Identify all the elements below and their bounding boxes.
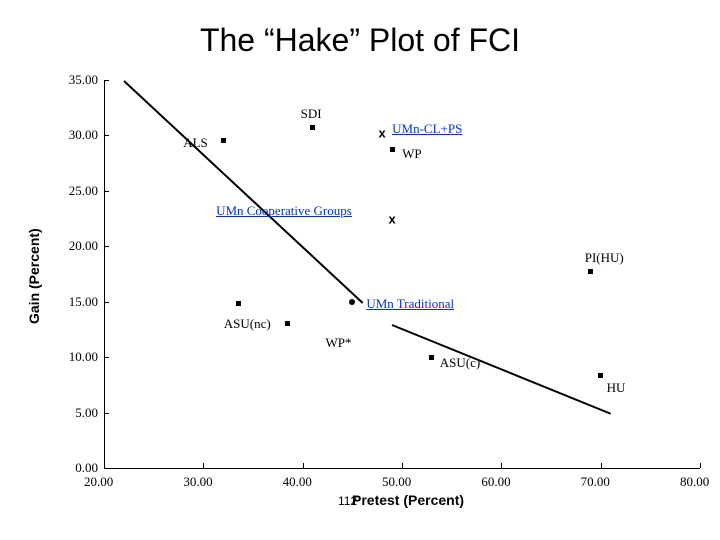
marker-pi-hu bbox=[588, 269, 593, 274]
trend-segment bbox=[123, 80, 363, 303]
x-tick-label: 50.00 bbox=[382, 474, 411, 490]
x-tick-label: 60.00 bbox=[481, 474, 510, 490]
label-umn-clps-x[interactable]: UMn-CL+PS bbox=[392, 121, 462, 137]
chart-title: The “Hake” Plot of FCI bbox=[0, 22, 720, 59]
y-tick-label: 25.00 bbox=[54, 183, 98, 199]
marker-asu-nc bbox=[285, 321, 290, 326]
marker-als bbox=[221, 138, 226, 143]
marker-umn-clps-x: x bbox=[379, 126, 386, 141]
x-tick-label: 20.00 bbox=[84, 474, 113, 490]
y-tick-label: 35.00 bbox=[54, 72, 98, 88]
label-hu: HU bbox=[607, 380, 626, 396]
label-sdi: SDI bbox=[301, 106, 322, 122]
x-axis-line bbox=[104, 468, 700, 469]
marker-asu-c bbox=[429, 355, 434, 360]
x-tick-label: 70.00 bbox=[581, 474, 610, 490]
label-pi-hu: PI(HU) bbox=[585, 250, 624, 266]
x-tick-label: 80.00 bbox=[680, 474, 709, 490]
slide-number: 112 bbox=[338, 494, 357, 508]
label-wp: WP bbox=[402, 146, 422, 162]
marker-sdi bbox=[310, 125, 315, 130]
y-tick-label: 30.00 bbox=[54, 127, 98, 143]
y-tick-label: 5.00 bbox=[54, 405, 98, 421]
y-tick bbox=[104, 302, 109, 303]
y-tick bbox=[104, 468, 109, 469]
x-tick bbox=[700, 463, 701, 468]
marker-umn-trad bbox=[349, 299, 355, 305]
y-tick bbox=[104, 413, 109, 414]
y-axis-title: Gain (Percent) bbox=[26, 228, 42, 324]
y-tick-label: 15.00 bbox=[54, 294, 98, 310]
label-wp-star: WP* bbox=[326, 335, 352, 351]
y-tick bbox=[104, 246, 109, 247]
y-tick bbox=[104, 357, 109, 358]
x-tick bbox=[303, 463, 304, 468]
x-tick bbox=[203, 463, 204, 468]
x-tick bbox=[104, 463, 105, 468]
x-axis-title: Pretest (Percent) bbox=[352, 492, 464, 508]
x-tick-label: 30.00 bbox=[183, 474, 212, 490]
label-asu-c: ASU(c) bbox=[440, 355, 480, 371]
label-als: ALS bbox=[183, 135, 208, 151]
plot-area: 0.005.0010.0015.0020.0025.0030.0035.0020… bbox=[104, 80, 700, 468]
x-tick bbox=[402, 463, 403, 468]
y-tick bbox=[104, 135, 109, 136]
x-tick-label: 40.00 bbox=[283, 474, 312, 490]
marker-umn-coop: x bbox=[388, 211, 395, 226]
y-tick bbox=[104, 191, 109, 192]
marker-wp bbox=[390, 147, 395, 152]
label-umn-trad[interactable]: UMn Traditional bbox=[366, 296, 454, 312]
x-tick bbox=[501, 463, 502, 468]
trend-segment bbox=[392, 324, 611, 415]
y-tick bbox=[104, 80, 109, 81]
y-tick-label: 20.00 bbox=[54, 238, 98, 254]
marker-hu bbox=[598, 373, 603, 378]
x-tick bbox=[601, 463, 602, 468]
label-asu-nc: ASU(nc) bbox=[224, 316, 271, 332]
y-tick-label: 10.00 bbox=[54, 349, 98, 365]
label-umn-coop[interactable]: UMn Cooperative Groups bbox=[216, 203, 352, 219]
marker-asu-nc-top bbox=[236, 301, 241, 306]
y-axis-line bbox=[104, 80, 105, 468]
